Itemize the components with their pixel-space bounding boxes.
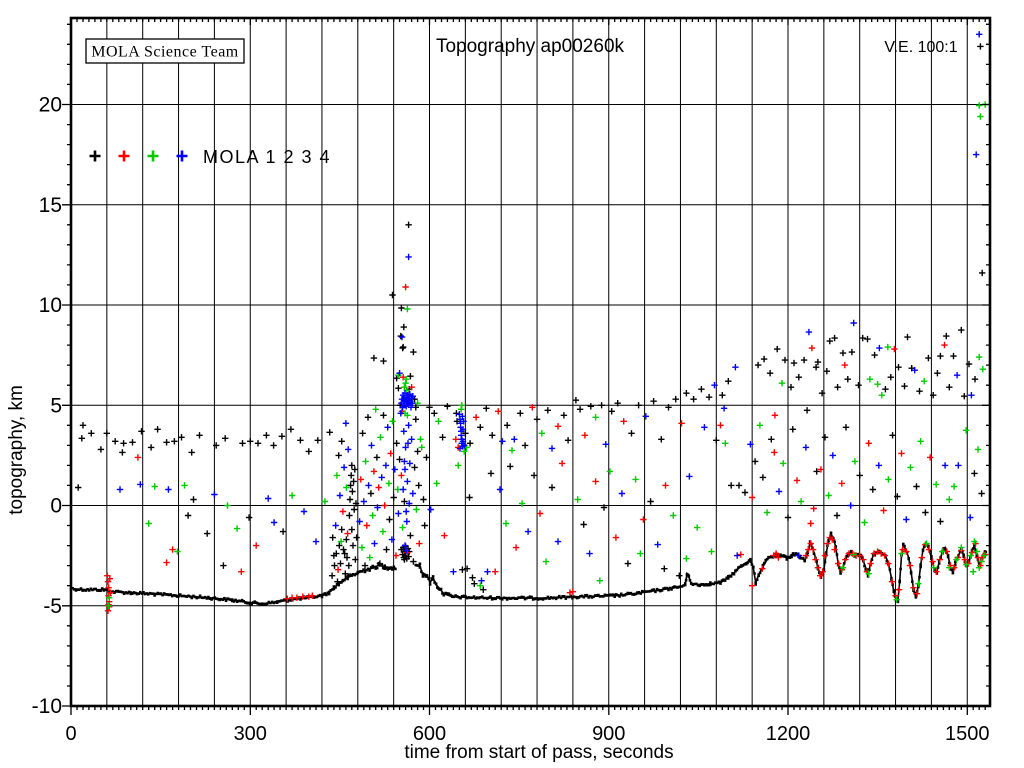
legend-marker-mola-4 <box>176 150 188 162</box>
y-tick-label: -10 <box>32 695 62 718</box>
x-tick-label: 600 <box>413 723 446 745</box>
x-tick-label: 0 <box>65 723 76 745</box>
legend-label: MOLA 1 2 3 4 <box>203 147 331 167</box>
ground-track-points <box>69 561 397 606</box>
legend-marker-mola-1 <box>89 150 101 162</box>
y-tick-label: 15 <box>39 194 62 217</box>
x-tick-label: 900 <box>592 723 625 745</box>
x-tick-label: 1500 <box>945 723 990 745</box>
y-tick-label: 5 <box>50 394 62 417</box>
plot-border <box>69 16 992 708</box>
watermark-text: MOLA Science Team <box>91 44 239 61</box>
x-tick-label: 1200 <box>766 723 811 745</box>
x-tick-label: 300 <box>234 723 267 745</box>
ground-track-series <box>69 531 988 606</box>
scatter-series-mola-1 <box>75 43 986 593</box>
legend-marker-mola-3 <box>147 150 159 162</box>
vertical-exaggeration-label: V.E. 100:1 <box>884 39 957 56</box>
x-axis-label: time from start of pass, seconds <box>404 742 673 763</box>
grid-lines <box>71 18 990 706</box>
plot-frame-and-ticks <box>62 16 992 715</box>
y-axis-label: topography, km <box>6 385 27 515</box>
scatter-series-mola-4 <box>116 31 983 584</box>
legend-marker-mola-2 <box>118 150 130 162</box>
y-tick-label: 10 <box>39 294 62 317</box>
watermark-box <box>85 38 245 64</box>
chart-title: Topography ap00260k <box>436 36 625 57</box>
scatter-series-mola-2 <box>104 283 989 614</box>
y-tick-label: -5 <box>43 595 62 618</box>
axis-ticks <box>62 18 990 715</box>
tick-labels: 0 300 600 900 1200 1500 -10 -5 0 5 10 15 20 <box>32 94 990 746</box>
ground-track-line <box>70 564 396 605</box>
y-tick-label: 20 <box>39 94 62 117</box>
scatter-points <box>75 31 989 614</box>
legend-markers <box>89 150 188 162</box>
scatter-series-mola-3 <box>105 101 989 609</box>
y-tick-label: 0 <box>50 495 62 518</box>
